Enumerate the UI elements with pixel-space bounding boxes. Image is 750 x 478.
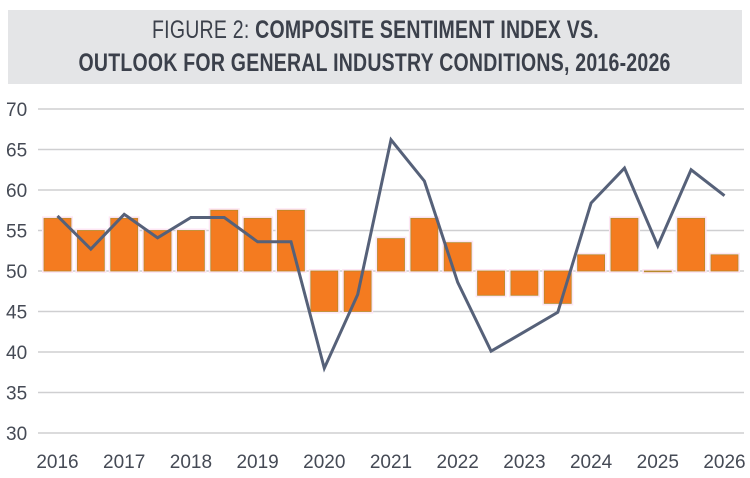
y-tick-label: 50 [6, 262, 27, 283]
chart-title-line-1: FIGURE 2: COMPOSITE SENTIMENT INDEX VS. [152, 14, 599, 47]
x-tick-label: 2020 [303, 452, 345, 473]
bar-2025-h2 [677, 217, 706, 272]
y-tick-label: 70 [6, 100, 27, 121]
x-tick-label: 2023 [503, 452, 545, 473]
y-axis-ticks: 70 65 60 55 50 45 40 35 30 [6, 100, 27, 445]
bar-2021 [377, 238, 405, 272]
bar-2020 [310, 270, 339, 312]
chart-title-part-1: COMPOSITE SENTIMENT INDEX VS. [254, 16, 599, 44]
x-tick-label: 2017 [103, 452, 145, 473]
bar-series [42, 208, 740, 314]
x-tick-label: 2024 [570, 452, 613, 473]
bar-2018-h2 [210, 209, 239, 272]
x-tick-label: 2026 [703, 452, 745, 473]
bar-2026 [710, 254, 739, 272]
line-series [56, 136, 726, 373]
chart-title-line-2: OUTLOOK FOR GENERAL INDUSTRY CONDITIONS,… [78, 49, 672, 77]
bar-2023-h2 [543, 270, 572, 304]
y-tick-label: 40 [6, 343, 27, 364]
y-tick-label: 55 [6, 222, 27, 243]
bar-2021-h2 [410, 217, 439, 272]
x-tick-label: 2021 [370, 452, 412, 473]
figure-label: FIGURE 2: [151, 16, 250, 44]
x-axis-ticks: 2016 2017 2018 2019 2020 2021 2022 2023 2024 2025… [36, 452, 745, 473]
bar-2016 [43, 217, 72, 272]
bar-2017 [110, 217, 139, 272]
composite-sentiment-line [56, 136, 726, 373]
x-tick-label: 2019 [236, 452, 278, 473]
bar-2025 [643, 270, 672, 273]
y-tick-label: 30 [6, 424, 27, 445]
y-tick-label: 45 [6, 303, 27, 324]
bar-2020-h2 [343, 270, 372, 312]
y-tick-label: 35 [6, 384, 27, 405]
bar-2019 [243, 217, 272, 272]
y-tick-label: 65 [6, 141, 27, 162]
bar-2024-h2 [610, 217, 639, 272]
x-tick-label: 2022 [437, 452, 479, 473]
bar-2022-h2 [477, 270, 505, 296]
x-tick-label: 2016 [36, 452, 78, 473]
bar-2018 [176, 230, 205, 272]
y-tick-label: 60 [6, 181, 27, 202]
chart-title-banner: FIGURE 2: COMPOSITE SENTIMENT INDEX VS. … [8, 10, 742, 84]
bar-2024 [577, 254, 605, 272]
bar-2023 [510, 270, 539, 296]
x-tick-label: 2018 [170, 452, 212, 473]
x-tick-label: 2025 [637, 452, 679, 473]
